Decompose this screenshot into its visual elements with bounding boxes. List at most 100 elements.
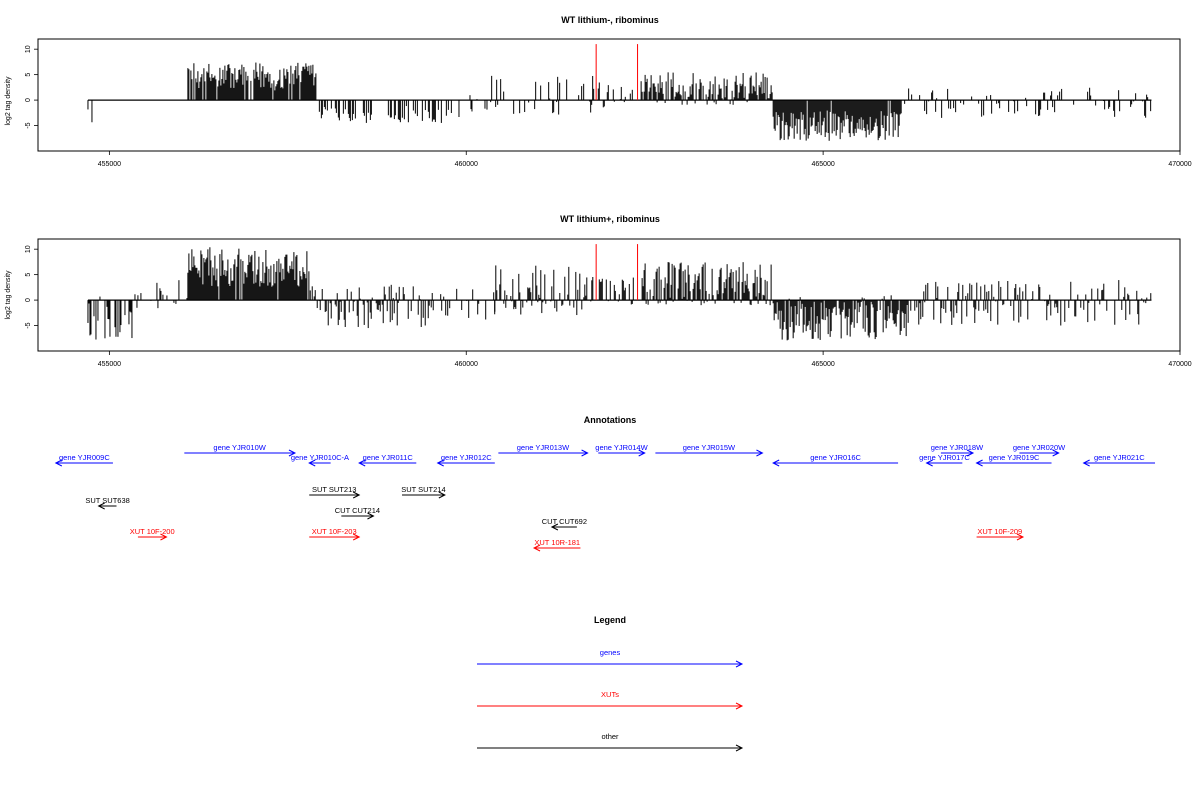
feature-arrowhead [925, 459, 933, 467]
feature-arrowhead [1016, 533, 1025, 541]
feature-other: SUT SUT213 [309, 485, 361, 499]
feature-arrowhead [638, 449, 646, 457]
feature-arrowhead [54, 459, 63, 467]
feature-label: SUT SUT213 [312, 485, 356, 494]
feature-gene: gene YJR010C-A [291, 453, 349, 467]
y-axis-label: log2 tag density [5, 270, 12, 320]
feature-label: XUT 10F-203 [312, 527, 357, 536]
feature-label: XUT 10R-181 [534, 538, 580, 547]
feature-arrowhead [1082, 459, 1090, 467]
feature-label: gene YJR017C [919, 453, 970, 462]
x-axis: 455000 460000 465000 470000 [98, 150, 1192, 168]
feature-label: gene YJR021C [1094, 453, 1145, 462]
feature-other: SUT SUT638 [85, 496, 130, 510]
feature-label: gene YJR018W [931, 443, 984, 452]
legend-label: XUTs [601, 690, 619, 699]
density-bars [87, 247, 1152, 341]
legend-label: other [601, 732, 619, 741]
panel-lithium-plus: WT lithium+, ribominus log2 tag density … [5, 214, 1192, 368]
feature-gene: gene YJR009C [54, 453, 113, 467]
legend-item-xut: XUTs [477, 690, 744, 710]
feature-other: CUT CUT692 [542, 517, 587, 531]
feature-label: CUT CUT214 [335, 506, 380, 515]
density-bars [87, 62, 1152, 141]
y-tick-label: 10 [25, 245, 32, 253]
feature-arrowhead [288, 449, 297, 457]
feature-other: CUT CUT214 [335, 506, 380, 520]
feature-arrowhead [966, 449, 975, 457]
y-axis: -5 0 5 10 [25, 245, 39, 329]
y-tick-label: 10 [25, 45, 32, 53]
y-axis: -5 0 5 10 [25, 45, 39, 129]
feature-gene: gene YJR014W [595, 443, 649, 457]
y-tick-label: 5 [25, 73, 32, 77]
feature-label: gene YJR009C [59, 453, 110, 462]
feature-arrowhead [436, 459, 444, 467]
feature-gene: gene YJR016C [772, 453, 899, 467]
feature-label: CUT CUT692 [542, 517, 587, 526]
legend-arrowhead [735, 744, 744, 752]
feature-label: gene YJR012C [441, 453, 492, 462]
feature-label: gene YJR014W [595, 443, 648, 452]
legend-item-gene: genes [477, 648, 744, 668]
feature-gene: gene YJR020W [1013, 443, 1066, 457]
y-tick-label: 5 [25, 273, 32, 277]
feature-xut: XUT 10F-209 [976, 527, 1025, 541]
feature-arrowhead [367, 512, 375, 520]
red-markers [595, 244, 639, 301]
feature-gene: gene YJR013W [498, 443, 589, 457]
y-tick-label: 0 [25, 298, 32, 302]
feature-gene: gene YJR010W [184, 443, 297, 457]
panel-lithium-minus: WT lithium-, ribominus log2 tag density … [5, 15, 1192, 168]
feature-gene: gene YJR012C [436, 453, 495, 467]
panel-title-lithium-minus: WT lithium-, ribominus [561, 15, 659, 25]
feature-label: gene YJR013W [517, 443, 570, 452]
feature-xut: XUT 10F-200 [130, 527, 175, 541]
red-markers [595, 44, 639, 101]
feature-xut: XUT 10R-181 [532, 538, 581, 552]
feature-gene: gene YJR015W [655, 443, 764, 457]
feature-label: gene YJR010C-A [291, 453, 349, 462]
x-axis: 455000 460000 465000 470000 [98, 350, 1192, 368]
legend-label: genes [600, 648, 621, 657]
x-tick-label: 460000 [455, 161, 478, 168]
feature-other: SUT SUT214 [401, 485, 446, 499]
x-tick-label: 470000 [1168, 361, 1191, 368]
feature-gene: gene YJR017C [919, 453, 970, 467]
feature-gene: gene YJR011C [358, 453, 417, 467]
y-tick-label: -5 [25, 122, 32, 128]
feature-arrowhead [532, 544, 541, 552]
feature-arrowhead [352, 491, 361, 499]
x-tick-label: 460000 [455, 361, 478, 368]
feature-arrowhead [772, 459, 780, 467]
legend-arrowhead [735, 660, 744, 668]
feature-label: gene YJR019C [989, 453, 1040, 462]
feature-label: gene YJR015W [683, 443, 736, 452]
feature-list: gene YJR009C gene YJR010W gene YJR010C-A ge… [54, 443, 1156, 552]
feature-label: SUT SUT214 [401, 485, 445, 494]
legend: Legend genes XUTs other [477, 615, 744, 752]
x-tick-label: 455000 [98, 161, 121, 168]
feature-label: gene YJR020W [1013, 443, 1066, 452]
y-tick-label: -5 [25, 322, 32, 328]
feature-arrowhead [97, 502, 105, 510]
legend-items: genes XUTs other [477, 648, 744, 752]
feature-arrowhead [352, 533, 361, 541]
x-tick-label: 470000 [1168, 161, 1191, 168]
feature-label: gene YJR010W [213, 443, 266, 452]
feature-arrowhead [975, 459, 983, 467]
feature-arrowhead [756, 449, 764, 457]
feature-arrowhead [358, 459, 366, 467]
feature-gene: gene YJR018W [931, 443, 984, 457]
feature-arrowhead [581, 449, 589, 457]
y-axis-label: log2 tag density [5, 76, 12, 126]
feature-label: gene YJR011C [363, 453, 414, 462]
legend-item-other: other [477, 732, 744, 752]
feature-label: gene YJR016C [810, 453, 861, 462]
feature-arrowhead [1052, 449, 1060, 457]
feature-xut: XUT 10F-203 [309, 527, 361, 541]
feature-arrowhead [308, 459, 316, 467]
y-tick-label: 0 [25, 98, 32, 102]
